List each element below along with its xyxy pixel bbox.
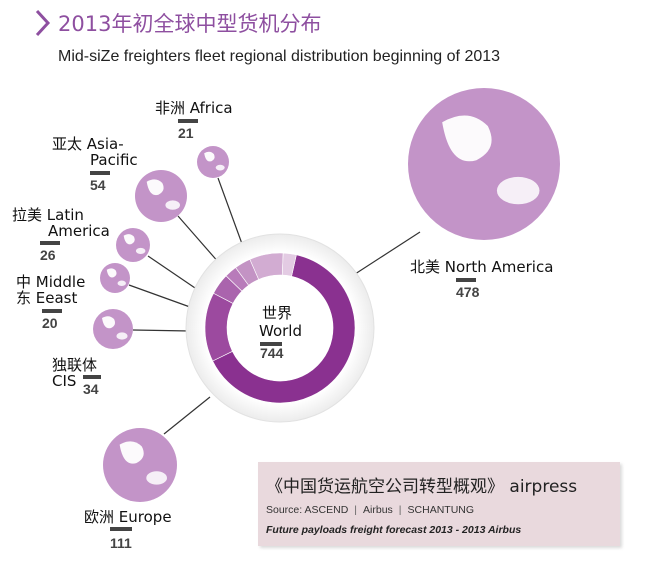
globe-icon-latin-america	[116, 228, 150, 262]
globe-sea-asia-pacific	[146, 179, 164, 196]
connector-europe	[163, 396, 211, 435]
latin-america-count: 26	[40, 247, 56, 263]
globe-sea-europe	[119, 441, 144, 464]
cis-count: 34	[83, 381, 99, 397]
globe-icon-africa	[197, 146, 229, 178]
source-schantung: SCHANTUNG	[407, 504, 475, 516]
connector-north-america	[351, 231, 421, 277]
connector-lines	[128, 177, 421, 435]
latin-america-label-2: America	[48, 222, 110, 240]
globe-icon-cis	[93, 309, 133, 349]
middle-east-label-2: 东 Eeast	[16, 289, 77, 307]
globe-sea-north-america	[442, 115, 492, 162]
europe-count-bar	[110, 527, 132, 531]
world-label-cn: 世界	[262, 304, 292, 322]
connector-cis	[132, 329, 191, 332]
globe-group	[93, 88, 560, 502]
globe-sea2-latin-america	[135, 247, 146, 255]
asia-pacific-label: 亚太 Asia-	[52, 135, 124, 153]
region-label-africa: 非洲 Africa 21	[155, 99, 233, 141]
north-america-label: 北美 North America	[410, 258, 553, 276]
region-label-latin-america: 拉美 Latin America 26	[12, 206, 110, 263]
chevron-right-icon	[35, 9, 51, 37]
middle-east-count-bar	[42, 309, 62, 313]
globe-sea2-africa	[215, 164, 225, 171]
cis-count-bar	[83, 375, 101, 379]
globe-sea2-north-america	[496, 176, 540, 205]
globe-sea-latin-america	[123, 234, 135, 245]
middle-east-count: 20	[42, 315, 58, 331]
globe-sea-africa	[204, 151, 215, 162]
north-america-count-bar	[456, 278, 476, 282]
source-box: 《中国货运航空公司转型概观》 airpress Source: ASCEND | A…	[258, 462, 620, 546]
source-label: Source: ASCEND	[266, 504, 349, 516]
source-separator-1: |	[354, 504, 358, 516]
connector-latin-america	[147, 255, 199, 291]
europe-label: 欧洲 Europe	[84, 508, 172, 526]
page-subtitle: Mid-siZe freighters fleet regional distr…	[58, 48, 501, 65]
asia-pacific-label-2: Pacific	[90, 151, 138, 169]
world-count-bar	[260, 342, 282, 346]
globe-sea-middle-east	[106, 268, 117, 278]
globe-sea2-middle-east	[117, 280, 126, 286]
region-label-cis: 独联体 CIS 34	[52, 356, 101, 397]
source-note: Future payloads freight forecast 2013 - …	[266, 524, 522, 536]
latin-america-label: 拉美 Latin	[12, 206, 84, 224]
globe-icon-europe	[103, 428, 177, 502]
title-row: 2013年初全球中型货机分布	[32, 6, 321, 40]
africa-count: 21	[178, 125, 194, 141]
africa-label: 非洲 Africa	[155, 99, 233, 117]
globe-icon-middle-east	[100, 263, 130, 293]
cis-label-en: CIS	[52, 372, 76, 390]
connector-middle-east	[128, 284, 191, 308]
asia-pacific-count-bar	[90, 171, 110, 175]
globe-sea2-cis	[116, 332, 128, 340]
middle-east-label: 中 Middle	[16, 273, 85, 291]
globe-icon-asia-pacific	[135, 170, 187, 222]
globe-sea-cis	[102, 316, 115, 329]
region-label-asia-pacific: 亚太 Asia- Pacific 54	[52, 135, 138, 193]
world-count: 744	[260, 345, 284, 361]
donut-hole	[227, 275, 333, 381]
region-label-europe: 欧洲 Europe 111	[84, 508, 172, 551]
latin-america-count-bar	[40, 241, 60, 245]
asia-pacific-count: 54	[90, 177, 106, 193]
region-label-middle-east: 中 Middle 东 Eeast 20	[16, 273, 85, 331]
globe-sea2-asia-pacific	[165, 200, 180, 210]
source-line: Source: ASCEND | Airbus | SCHANTUNG	[266, 504, 474, 516]
connector-asia-pacific	[177, 215, 221, 265]
cis-label-cn: 独联体	[52, 356, 97, 374]
globe-icon-north-america	[408, 88, 560, 240]
world-label-en: World	[259, 322, 302, 340]
donut-chart	[204, 252, 356, 404]
africa-count-bar	[178, 119, 198, 123]
source-airbus: Airbus	[363, 504, 393, 516]
source-separator-2: |	[398, 504, 402, 516]
source-title: 《中国货运航空公司转型概观》 airpress	[266, 477, 578, 497]
globe-sea2-europe	[146, 471, 168, 485]
region-label-north-america: 北美 North America 478	[410, 258, 553, 300]
connector-africa	[217, 177, 246, 253]
north-america-count: 478	[456, 284, 480, 300]
europe-count: 111	[110, 535, 132, 551]
page-title: 2013年初全球中型货机分布	[58, 12, 322, 36]
